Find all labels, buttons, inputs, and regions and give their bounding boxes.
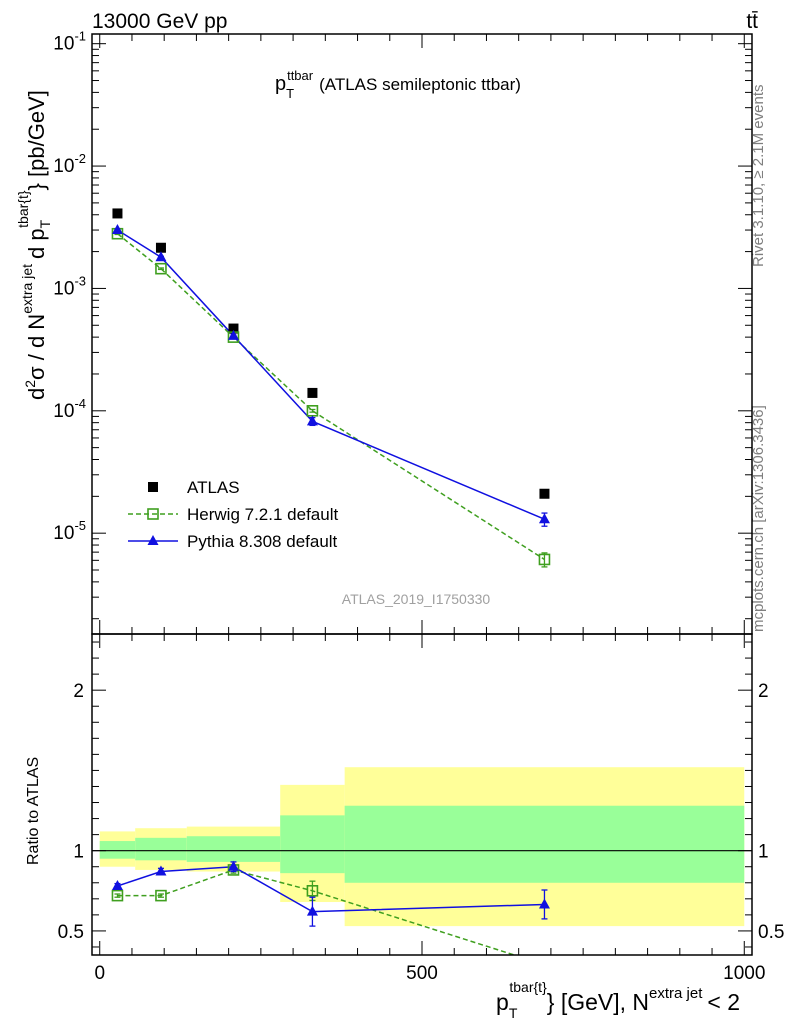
main-axes: 10-5 10-4 10-3 10-2 10-1	[53, 29, 753, 635]
plot-title: pTttbar (ATLAS semileptonic ttbar)	[275, 68, 521, 101]
pythia-ratio-point	[155, 865, 167, 876]
pythia-main-point	[538, 513, 550, 524]
ratio-band-green	[280, 815, 345, 874]
ratio-y-tick-label: 1	[73, 842, 84, 863]
rivet-version-label: Rivet 3.1.10, ≥ 2.1M events	[750, 85, 767, 268]
main-y-axis-label: d2σ / d Nextra jetd pTtbar{t}} [pb/GeV]	[15, 90, 53, 400]
ratio-band-green	[135, 837, 187, 861]
ratio-y-tick-label-right: 2	[758, 681, 769, 702]
herwig-ratio-point	[306, 884, 319, 897]
pythia-ratio-point	[306, 905, 318, 916]
legend: ATLAS Herwig 7.2.1 default Pythia 8.308 de…	[128, 478, 338, 551]
ratio-axes: 0.5 0.5 1 1 2 2 0 500 1000	[58, 633, 784, 984]
header-right-label: tt̄	[746, 10, 758, 33]
atlas-main-point	[228, 323, 239, 334]
ratio-y-axis-label: Ratio to ATLAS	[25, 757, 42, 865]
main-y-tick-label: 10-4	[53, 396, 86, 422]
pythia-main-point	[155, 251, 167, 262]
herwig-ratio-point	[539, 960, 549, 970]
ratio-band-green	[99, 841, 136, 859]
main-series-markers	[111, 208, 551, 568]
pythia-legend-label: Pythia 8.308 default	[187, 532, 338, 551]
ratio-series-markers	[111, 860, 550, 970]
herwig-legend-label: Herwig 7.2.1 default	[187, 505, 338, 524]
herwig-main-point	[155, 262, 167, 275]
main-y-tick-label: 10-5	[53, 518, 86, 544]
ratio-band-green	[186, 836, 281, 862]
header-left-label: 13000 GeV pp	[92, 10, 227, 33]
pythia-main-point	[111, 224, 123, 235]
atlas-main-point	[539, 488, 550, 499]
herwig-legend-marker	[147, 508, 159, 520]
pythia-main-line	[117, 229, 545, 520]
atlas-main-point	[307, 387, 318, 398]
pythia-main-point	[306, 415, 318, 426]
x-tick-label: 1000	[723, 963, 765, 984]
main-y-tick-label: 10-2	[53, 151, 86, 177]
herwig-main-point	[538, 553, 551, 566]
x-axis-label: pTtbar{t}} [GeV], Nextra jet < 2	[496, 979, 740, 1021]
ratio-y-tick-label-right: 0.5	[758, 922, 784, 943]
pythia-ratio-point	[227, 860, 239, 871]
atlas-main-point	[112, 208, 123, 219]
pythia-ratio-point	[111, 879, 123, 890]
atlas-legend-marker	[148, 482, 158, 492]
herwig-ratio-point	[155, 889, 167, 902]
x-tick-label: 500	[406, 963, 438, 984]
mcplots-reference-label: mcplots.cern.ch [arXiv:1306.3436]	[750, 405, 767, 632]
ratio-y-tick-label-right: 1	[758, 842, 769, 863]
pythia-main-point	[227, 329, 239, 340]
atlas-legend-label: ATLAS	[187, 478, 240, 497]
main-y-tick-label: 10-1	[53, 29, 86, 55]
analysis-watermark: ATLAS_2019_I1750330	[342, 591, 491, 607]
herwig-ratio-point	[111, 889, 124, 902]
ratio-band-green	[344, 805, 745, 883]
ratio-uncertainty-bands	[92, 767, 752, 927]
ratio-y-tick-label: 0.5	[58, 922, 84, 943]
ratio-y-tick-label: 2	[73, 681, 84, 702]
atlas-main-point	[155, 242, 166, 253]
main-y-tick-label: 10-3	[53, 273, 86, 299]
pythia-legend-marker	[147, 535, 159, 545]
pythia-ratio-point	[538, 898, 550, 909]
x-tick-label: 0	[94, 963, 105, 984]
